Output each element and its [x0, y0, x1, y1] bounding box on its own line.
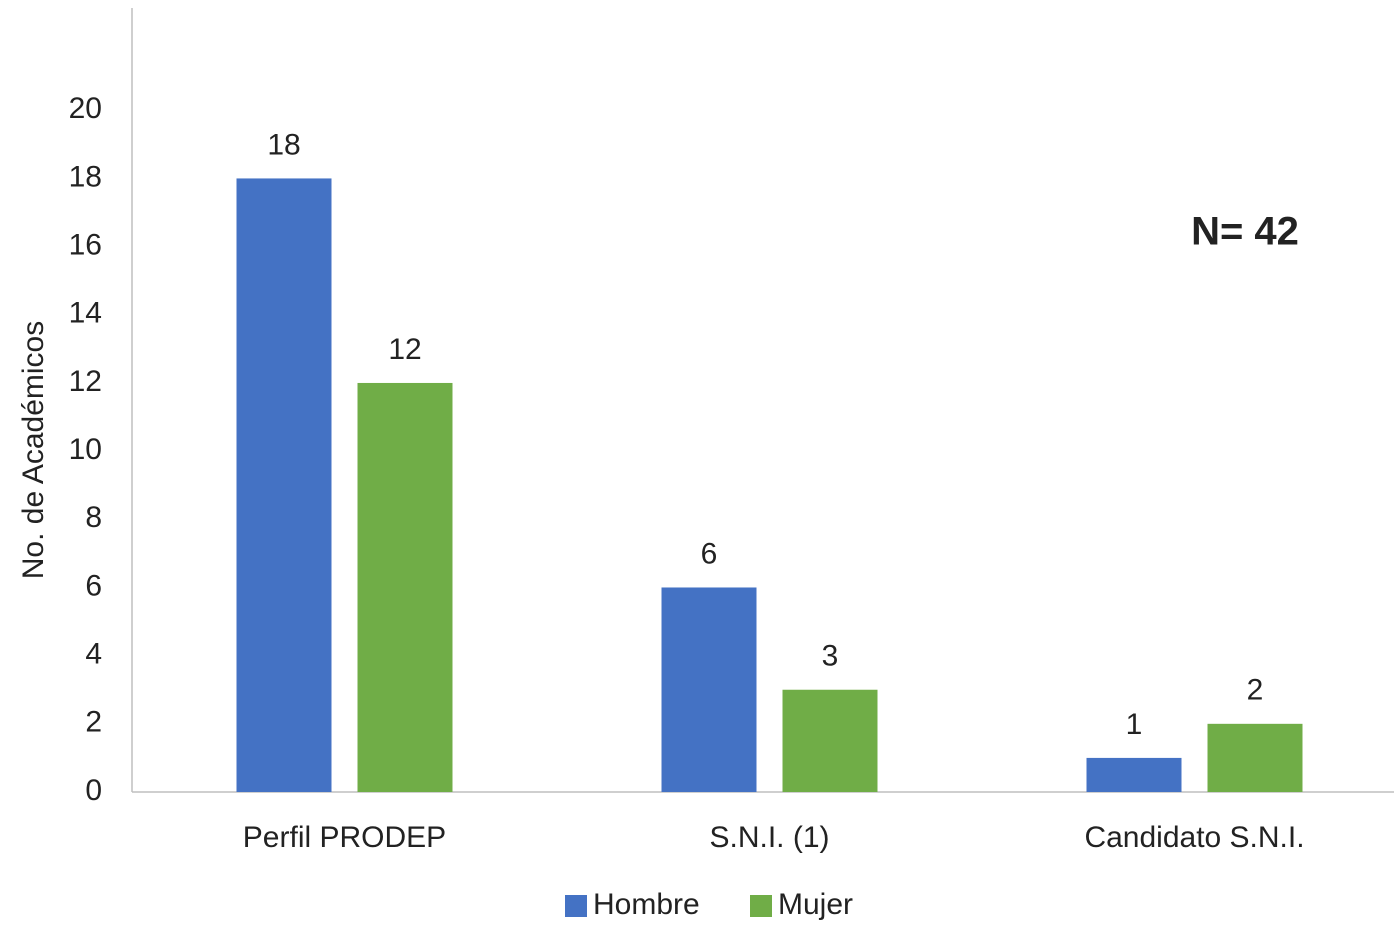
bar [661, 587, 757, 792]
y-tick-label: 20 [69, 92, 102, 125]
y-tick-label: 10 [69, 433, 102, 466]
bar [782, 689, 878, 792]
data-label: 12 [388, 333, 421, 366]
bar [236, 178, 332, 792]
annotation: N= 42 [1191, 210, 1299, 254]
data-label: 2 [1247, 674, 1264, 707]
y-tick-label: 16 [69, 229, 102, 262]
bar [357, 382, 453, 792]
y-tick-label: 12 [69, 365, 102, 398]
legend-swatch [750, 895, 772, 917]
y-tick-label: 6 [85, 569, 102, 602]
bar [1086, 757, 1182, 792]
legend-label: Mujer [778, 888, 853, 921]
data-label: 3 [822, 640, 839, 673]
y-tick-label: 18 [69, 160, 102, 193]
data-label: 6 [701, 537, 718, 570]
y-tick-label: 8 [85, 501, 102, 534]
data-label: 18 [267, 128, 300, 161]
x-tick-label: Candidato S.N.I. [1084, 821, 1304, 854]
legend-label: Hombre [593, 888, 700, 921]
x-tick-label: S.N.I. (1) [709, 821, 829, 854]
y-tick-label: 2 [85, 706, 102, 739]
data-label: 1 [1126, 708, 1143, 741]
x-tick-label: Perfil PRODEP [243, 821, 446, 854]
y-tick-label: 14 [69, 297, 102, 330]
legend-swatch [565, 895, 587, 917]
y-tick-label: 0 [85, 774, 102, 807]
y-axis-label: No. de Académicos [17, 321, 50, 579]
y-tick-label: 4 [85, 638, 102, 671]
bar [1207, 723, 1303, 792]
